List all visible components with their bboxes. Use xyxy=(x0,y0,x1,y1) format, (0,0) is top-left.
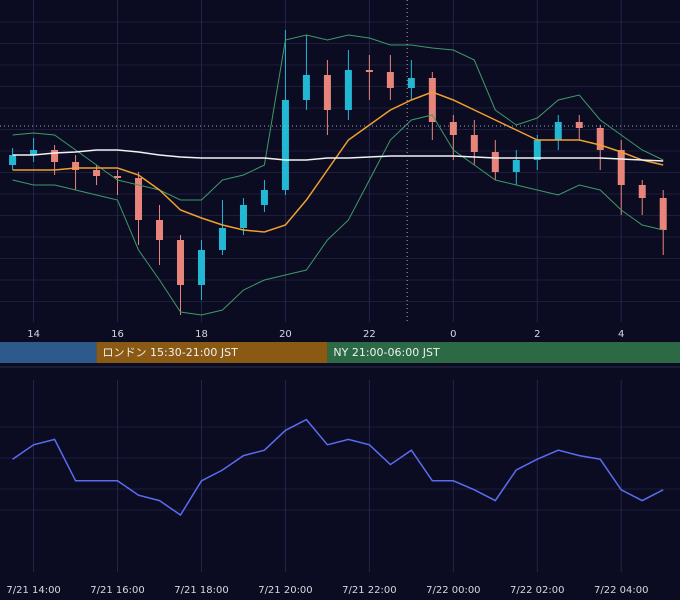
candle-body xyxy=(156,220,164,240)
x-tick-label: 7/22 02:00 xyxy=(510,585,564,596)
x-tick-label: 14 xyxy=(27,329,40,340)
candle-body xyxy=(323,75,331,110)
x-tick-label: 7/21 14:00 xyxy=(6,585,60,596)
candle-body xyxy=(365,70,373,72)
candle-body xyxy=(596,128,604,150)
x-tick-label: 2 xyxy=(534,329,540,340)
oscillator-line xyxy=(12,418,664,517)
indicator-line xyxy=(12,114,664,316)
candle-body xyxy=(239,205,247,228)
candle-body xyxy=(407,78,415,88)
x-tick-label: 20 xyxy=(279,329,292,340)
candle-body xyxy=(449,122,457,135)
candle-body xyxy=(617,150,625,185)
x-tick-label: 16 xyxy=(111,329,124,340)
candle-body xyxy=(135,178,143,220)
x-tick-label: 7/21 16:00 xyxy=(90,585,144,596)
candle-body xyxy=(197,250,205,285)
candle-body xyxy=(533,140,541,160)
candle-body xyxy=(302,75,310,100)
x-tick-label: 22 xyxy=(363,329,376,340)
session-label: NY 21:00-06:00 JST xyxy=(333,346,440,359)
candle-body xyxy=(344,70,352,110)
x-tick-label: 7/22 00:00 xyxy=(426,585,480,596)
indicator-line xyxy=(12,149,664,162)
session-label: ロンドン 15:30-21:00 JST xyxy=(103,346,239,359)
indicator-line xyxy=(12,34,664,201)
x-tick-label: 4 xyxy=(618,329,624,340)
session-bar xyxy=(327,342,680,363)
candle-body xyxy=(281,100,289,190)
candle-body xyxy=(659,198,667,230)
x-tick-label: 7/21 18:00 xyxy=(174,585,228,596)
candle-body xyxy=(386,72,394,88)
candle-body xyxy=(638,185,646,198)
x-tick-label: 18 xyxy=(195,329,208,340)
candle-body xyxy=(176,240,184,285)
candle-body xyxy=(512,160,520,172)
indicator-line xyxy=(12,91,664,233)
candle-body xyxy=(428,78,436,122)
candle-body xyxy=(491,152,499,172)
x-tick-label: 7/21 20:00 xyxy=(258,585,312,596)
x-tick-label: 7/22 04:00 xyxy=(594,585,648,596)
candle-body xyxy=(114,176,122,178)
candle-body xyxy=(575,122,583,128)
x-tick-label: 0 xyxy=(450,329,456,340)
x-tick-label: 7/21 22:00 xyxy=(342,585,396,596)
candle-body xyxy=(554,122,562,140)
candle-body xyxy=(51,150,59,162)
candle-body xyxy=(470,135,478,152)
candle-body xyxy=(30,150,38,155)
candle-body xyxy=(93,170,101,176)
candle-body xyxy=(72,162,80,170)
session-bar xyxy=(0,342,97,363)
candle-body xyxy=(260,190,268,205)
candle-body xyxy=(218,228,226,250)
session-bar xyxy=(96,342,328,363)
candle-body xyxy=(9,155,17,165)
